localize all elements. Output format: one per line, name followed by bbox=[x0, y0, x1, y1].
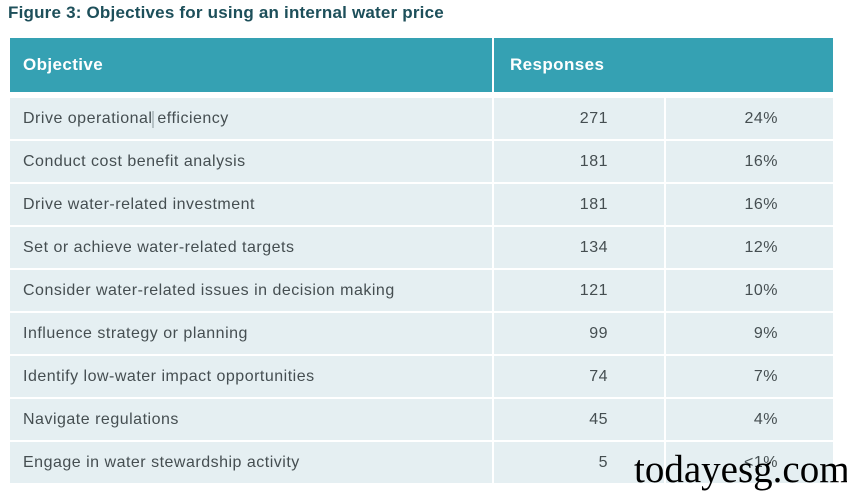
table-row: Influence strategy or planning 99 9% bbox=[10, 313, 833, 354]
objective-cell: Conduct cost benefit analysis bbox=[10, 141, 492, 182]
objective-cell: Consider water-related issues in decisio… bbox=[10, 270, 492, 311]
text-cursor-artifact bbox=[152, 111, 154, 128]
objective-cell: Influence strategy or planning bbox=[10, 313, 492, 354]
table-row: Identify low-water impact opportunities … bbox=[10, 356, 833, 397]
responses-percent-cell: 7% bbox=[666, 356, 833, 397]
responses-percent-cell: 10% bbox=[666, 270, 833, 311]
figure-title: Figure 3: Objectives for using an intern… bbox=[8, 3, 444, 22]
responses-count-cell: 99 bbox=[494, 313, 664, 354]
responses-count-cell: 181 bbox=[494, 184, 664, 225]
responses-count-cell: 74 bbox=[494, 356, 664, 397]
responses-count-cell: 45 bbox=[494, 399, 664, 440]
table-row: Engage in water stewardship activity 5 <… bbox=[10, 442, 833, 483]
table-row: Drive water-related investment 181 16% bbox=[10, 184, 833, 225]
responses-percent-cell: 9% bbox=[666, 313, 833, 354]
watermark: todayesg.com bbox=[634, 448, 847, 491]
column-header-objective: Objective bbox=[10, 38, 492, 92]
objective-cell: Identify low-water impact opportunities bbox=[10, 356, 492, 397]
table-header-row: Objective Responses bbox=[10, 38, 833, 92]
objective-cell: Set or achieve water-related targets bbox=[10, 227, 492, 268]
responses-count-cell: 134 bbox=[494, 227, 664, 268]
responses-percent-cell: 12% bbox=[666, 227, 833, 268]
table-row: Navigate regulations 45 4% bbox=[10, 399, 833, 440]
responses-count-cell: 5 bbox=[494, 442, 664, 483]
table-row: Consider water-related issues in decisio… bbox=[10, 270, 833, 311]
responses-count-cell: 271 bbox=[494, 98, 664, 139]
responses-percent-cell: 24% bbox=[666, 98, 833, 139]
responses-percent-cell: 4% bbox=[666, 399, 833, 440]
responses-count-cell: 121 bbox=[494, 270, 664, 311]
responses-percent-cell: <1% bbox=[666, 442, 833, 483]
responses-percent-cell: 16% bbox=[666, 184, 833, 225]
objectives-table: Objective Responses Drive operational ef… bbox=[10, 38, 833, 485]
table-row: Conduct cost benefit analysis 181 16% bbox=[10, 141, 833, 182]
objective-cell: Navigate regulations bbox=[10, 399, 492, 440]
objective-cell: Drive water-related investment bbox=[10, 184, 492, 225]
responses-percent-cell: 16% bbox=[666, 141, 833, 182]
table-row: Set or achieve water-related targets 134… bbox=[10, 227, 833, 268]
responses-count-cell: 181 bbox=[494, 141, 664, 182]
objective-cell: Engage in water stewardship activity bbox=[10, 442, 492, 483]
column-header-responses: Responses bbox=[494, 38, 833, 92]
objective-cell: Drive operational efficiency bbox=[10, 98, 492, 139]
table-body: Drive operational efficiency 271 24% Con… bbox=[10, 98, 833, 483]
table-row: Drive operational efficiency 271 24% bbox=[10, 98, 833, 139]
